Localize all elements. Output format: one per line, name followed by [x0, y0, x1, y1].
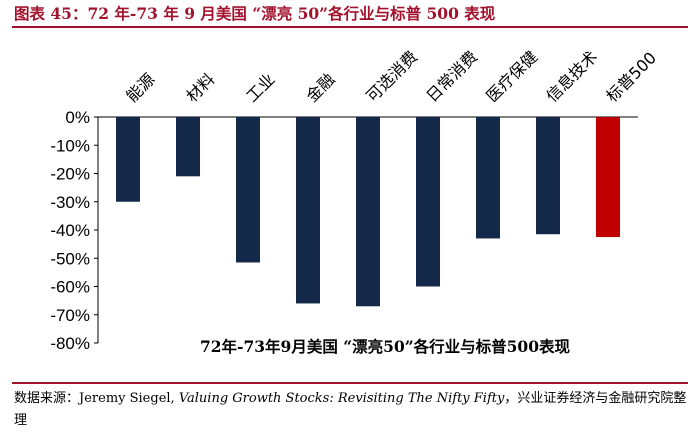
category-label: 标普500 [602, 48, 660, 106]
y-tick-label: -10% [50, 136, 90, 155]
bar-9 [596, 117, 620, 238]
category-label: 金融 [302, 70, 338, 106]
y-tick-label: -40% [50, 221, 90, 240]
source-italic: Valuing Growth Stocks: Revisiting The Ni… [178, 391, 505, 406]
figure-title: 图表 45：72 年-73 年 9 月美国 “漂亮 50”各行业与标普 500 … [14, 4, 496, 23]
bar-3 [236, 117, 260, 263]
y-tick-label: -20% [50, 165, 90, 184]
category-label: 信息技术 [542, 47, 601, 106]
y-tick-label: -70% [50, 306, 90, 325]
y-tick-label: -60% [50, 278, 90, 297]
bar-2 [176, 117, 200, 177]
bars [116, 117, 620, 307]
y-tick-label: -30% [50, 193, 90, 212]
chart-title: 72年-73年9月美国 “漂亮50”各行业与标普500表现 [200, 337, 571, 356]
source-prefix: 数据来源：Jeremy Siegel, [14, 391, 179, 406]
y-tick-label: -80% [50, 334, 90, 353]
y-tick-label: 0% [65, 108, 90, 127]
category-label: 医疗保健 [482, 47, 541, 106]
category-label: 工业 [242, 70, 278, 106]
source-suffix: ，兴业证券经济与金融研究院整理 [14, 391, 687, 428]
title-rule [12, 26, 688, 28]
source-note: 数据来源：Jeremy Siegel, Valuing Growth Stock… [14, 388, 690, 432]
bar-8 [536, 117, 560, 235]
y-tick-label: -50% [50, 249, 90, 268]
bar-4 [296, 117, 320, 304]
axes: 0% -10% -20% -30% -40% -50% -60% -70% -80% [50, 108, 638, 353]
bar-6 [416, 117, 440, 287]
category-label: 材料 [182, 70, 218, 106]
bar-1 [116, 117, 140, 202]
bar-chart: 0% -10% -20% -30% -40% -50% -60% -70% -80% 能源 材料工… [50, 47, 660, 356]
category-label: 日常消费 [422, 47, 481, 106]
bar-5 [356, 117, 380, 307]
category-labels: 能源 材料 工业 金融 可选消费 日常消费 医疗保健 信息技术 标普500 [122, 47, 660, 106]
source-rule [12, 382, 688, 384]
bar-7 [476, 117, 500, 239]
category-label: 可选消费 [362, 47, 421, 106]
category-label: 能源 [122, 70, 158, 106]
